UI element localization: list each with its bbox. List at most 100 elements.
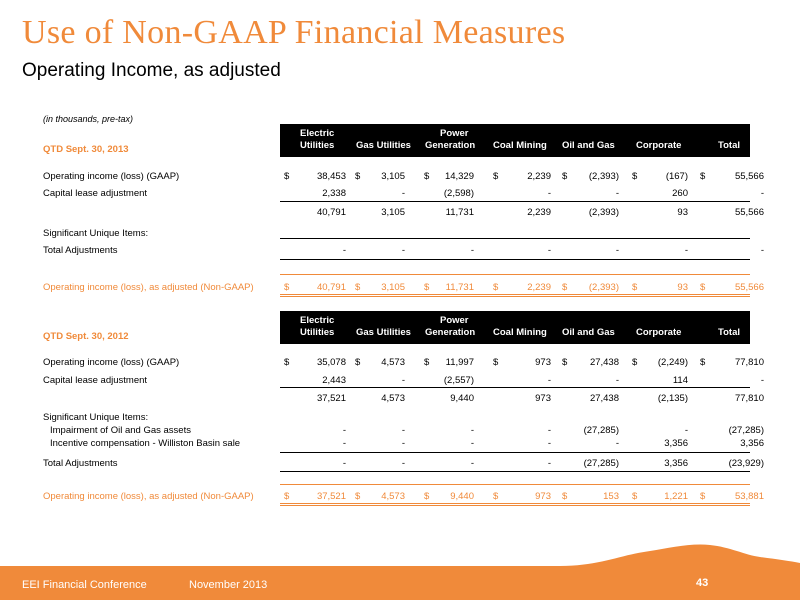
divider-line: [280, 387, 750, 388]
row-value: 4,573: [381, 491, 405, 502]
currency-symbol: $: [562, 357, 568, 368]
row-value: (2,249): [657, 357, 688, 368]
row-value: (167): [665, 171, 688, 182]
column-header: Generation: [425, 327, 476, 338]
row-value: -: [470, 438, 474, 449]
table-row: Significant Unique Items:: [0, 228, 800, 241]
row-value: 3,105: [381, 207, 405, 218]
table-row: Incentive compensation - Williston Basin…: [0, 438, 800, 451]
footer-bar: [0, 566, 800, 600]
divider-line: [280, 484, 750, 485]
column-header: Corporate: [636, 327, 682, 338]
row-value: 27,438: [589, 357, 619, 368]
currency-symbol: $: [424, 282, 430, 293]
row-value: -: [760, 375, 764, 386]
footer-date: November 2013: [189, 579, 268, 591]
column-header: Oil and Gas: [562, 140, 615, 151]
column-header: Corporate: [636, 140, 682, 151]
row-value: -: [547, 438, 551, 449]
row-value: -: [684, 425, 688, 436]
row-value: 77,810: [734, 393, 764, 404]
currency-symbol: $: [562, 491, 568, 502]
table-row: 40,791 3,105 11,731 2,239 (2,393) 93 55,566: [0, 207, 800, 220]
row-value: -: [547, 425, 551, 436]
row-value: (2,393): [588, 207, 619, 218]
table-row: Operating income (loss), as adjusted (No…: [0, 491, 800, 504]
row-value: 1,221: [664, 491, 688, 502]
row-label: Total Adjustments: [43, 245, 118, 256]
row-value: -: [547, 375, 551, 386]
row-value: -: [470, 245, 474, 256]
row-value: (27,285): [583, 425, 619, 436]
currency-symbol: $: [632, 171, 638, 182]
currency-symbol: $: [284, 357, 290, 368]
currency-symbol: $: [700, 491, 706, 502]
table-row: Capital lease adjustment 2,443 - (2,557) - - 1…: [0, 375, 800, 388]
row-value: 27,438: [589, 393, 619, 404]
row-value: 53,881: [734, 491, 764, 502]
row-value: 38,453: [316, 171, 346, 182]
row-value: 3,356: [664, 458, 688, 469]
row-label: Impairment of Oil and Gas assets: [50, 425, 191, 436]
row-value: 93: [677, 207, 688, 218]
row-value: -: [342, 425, 346, 436]
row-value: 9,440: [450, 491, 474, 502]
column-header: Gas Utilities: [356, 327, 411, 338]
currency-symbol: $: [284, 282, 290, 293]
currency-symbol: $: [562, 282, 568, 293]
currency-symbol: $: [355, 171, 361, 182]
row-label: Operating income (loss) (GAAP): [43, 171, 180, 182]
row-value: 40,791: [316, 207, 346, 218]
row-value: 4,573: [381, 357, 405, 368]
row-value: -: [342, 245, 346, 256]
currency-symbol: $: [632, 491, 638, 502]
row-value: (2,393): [588, 282, 619, 293]
currency-symbol: $: [355, 357, 361, 368]
table-row: Operating income (loss) (GAAP) $35,078 $4,…: [0, 357, 800, 370]
row-value: 3,356: [664, 438, 688, 449]
column-header: Gas Utilities: [356, 140, 411, 151]
row-value: (27,285): [583, 458, 619, 469]
currency-symbol: $: [355, 282, 361, 293]
table-row: 37,521 4,573 9,440 973 27,438 (2,135) 77,810: [0, 393, 800, 406]
page-title: Use of Non-GAAP Financial Measures: [22, 14, 566, 51]
divider-line: [280, 452, 750, 453]
row-value: -: [615, 188, 619, 199]
currency-symbol: $: [424, 491, 430, 502]
divider-line: [280, 471, 750, 472]
row-value: 14,329: [444, 171, 474, 182]
double-underline: [280, 294, 750, 297]
table-row: Significant Unique Items:: [0, 412, 800, 425]
row-value: 3,105: [381, 282, 405, 293]
row-label: Total Adjustments: [43, 458, 118, 469]
row-value: 40,791: [316, 282, 346, 293]
row-value: (2,135): [657, 393, 688, 404]
units-note: (in thousands, pre-tax): [43, 114, 134, 124]
row-label: Significant Unique Items:: [43, 412, 149, 423]
currency-symbol: $: [700, 357, 706, 368]
column-header: Electric: [300, 128, 335, 139]
currency-symbol: $: [493, 491, 499, 502]
column-header: Coal Mining: [493, 140, 547, 151]
row-label: Significant Unique Items:: [43, 228, 149, 239]
table-row: Operating income (loss) (GAAP) $38,453 $3,…: [0, 171, 800, 184]
table-row: Operating income (loss), as adjusted (No…: [0, 282, 800, 295]
divider-line: [280, 201, 750, 202]
row-value: -: [401, 245, 405, 256]
row-value: -: [547, 188, 551, 199]
row-value: 4,573: [381, 393, 405, 404]
table-row: Total Adjustments - - - - (27,285) 3,356 (23,92…: [0, 458, 800, 471]
row-value: 114: [672, 375, 688, 386]
row-value: -: [547, 245, 551, 256]
currency-symbol: $: [632, 282, 638, 293]
column-header: Total: [718, 140, 740, 151]
column-header: Coal Mining: [493, 327, 547, 338]
row-value: 973: [535, 491, 551, 502]
row-value: 11,997: [445, 357, 474, 368]
row-label: Incentive compensation - Williston Basin…: [50, 438, 241, 449]
row-value: -: [760, 188, 764, 199]
row-value: 3,105: [381, 171, 405, 182]
currency-symbol: $: [493, 282, 499, 293]
row-value: 35,078: [316, 357, 346, 368]
column-header: Generation: [425, 140, 476, 151]
